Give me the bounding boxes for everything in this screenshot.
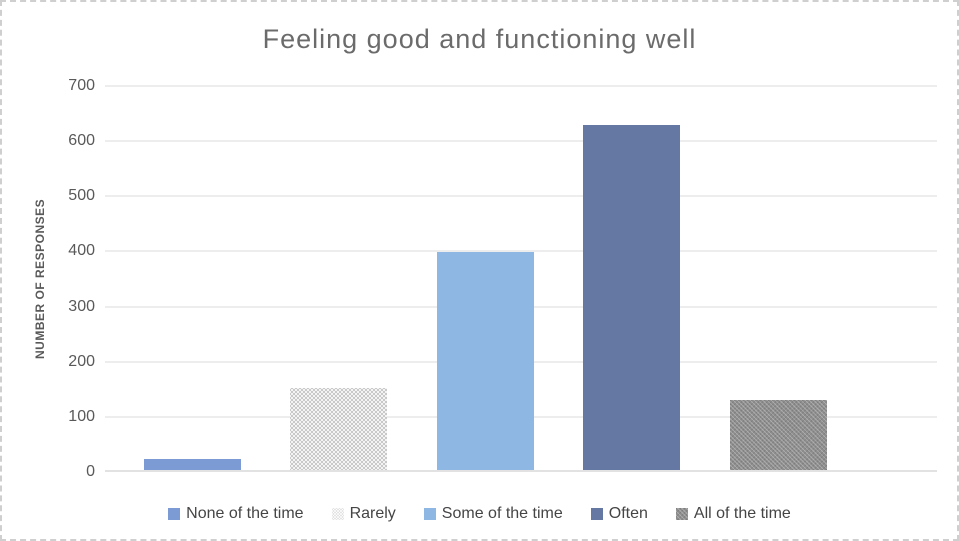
- bar-some-of-the-time[interactable]: [436, 252, 534, 470]
- legend-swatch-icon: [590, 508, 603, 520]
- legend: None of the time Rarely Some of the time Of…: [2, 501, 957, 527]
- legend-item-rarely[interactable]: Rarely: [331, 505, 396, 523]
- legend-label: All of the time: [693, 505, 791, 522]
- y-tick-label: 100: [68, 407, 95, 425]
- bar-rarely[interactable]: [290, 388, 387, 470]
- gridline: [105, 195, 937, 198]
- legend-swatch-icon: [675, 508, 688, 520]
- y-tick-label: 600: [68, 132, 95, 150]
- y-tick-labels: 0 100 200 300 400 500 600 700: [2, 77, 95, 480]
- legend-label: Rarely: [349, 505, 396, 522]
- y-tick-label: 200: [68, 352, 95, 370]
- legend-swatch-icon: [423, 508, 436, 520]
- legend-label: None of the time: [186, 505, 304, 522]
- bar-none-of-the-time[interactable]: [143, 458, 241, 470]
- legend-item-often[interactable]: Often: [590, 505, 648, 523]
- x-axis-line: [105, 470, 937, 472]
- legend-item-none-of-the-time[interactable]: None of the time: [168, 505, 304, 523]
- legend-label: Often: [608, 505, 648, 522]
- legend-item-all-of-the-time[interactable]: All of the time: [675, 505, 791, 523]
- bar-often[interactable]: [583, 125, 680, 470]
- chart-title: Feeling good and functioning well: [262, 24, 697, 54]
- legend-swatch-icon: [168, 508, 181, 520]
- gridline: [105, 250, 937, 253]
- y-tick-label: 400: [68, 242, 95, 260]
- y-tick-label: 500: [68, 187, 95, 205]
- legend-label: Some of the time: [441, 505, 563, 522]
- gridline: [105, 140, 937, 143]
- y-tick-label: 0: [86, 463, 95, 480]
- legend-swatch-icon: [331, 508, 344, 520]
- plot-area: [105, 85, 937, 472]
- y-tick-label: 300: [68, 297, 95, 315]
- gridline: [105, 85, 937, 87]
- legend-item-some-of-the-time[interactable]: Some of the time: [423, 505, 563, 523]
- bar-all-of-the-time[interactable]: [729, 399, 827, 470]
- y-tick-label: 700: [68, 77, 95, 94]
